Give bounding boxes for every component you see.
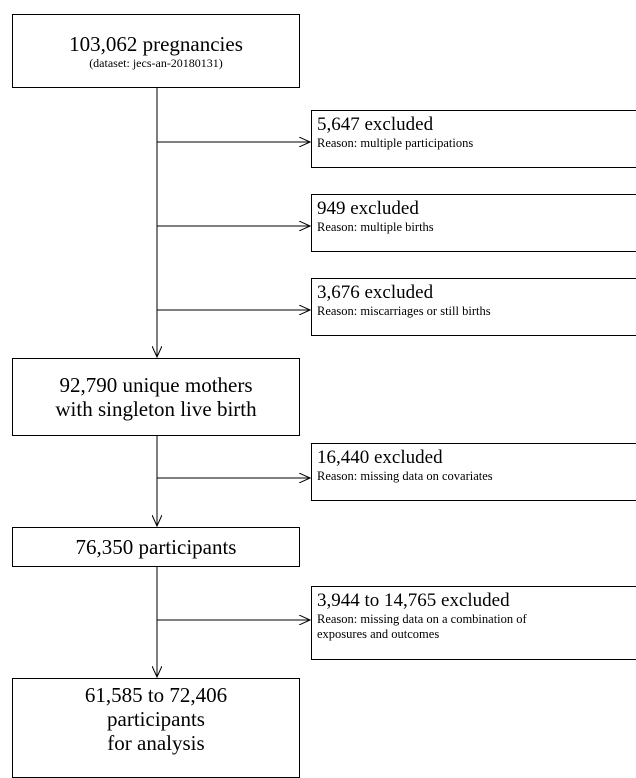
mothers-description: with singleton live birth xyxy=(55,397,257,421)
exclusion-box-3: 3,676 excluded Reason: miscarriages or s… xyxy=(311,278,636,336)
exclusion-box-2: 949 excluded Reason: multiple births xyxy=(311,194,636,252)
exclusion-box-1: 5,647 excluded Reason: multiple particip… xyxy=(311,110,636,168)
exclusion-count: 3,676 excluded xyxy=(317,282,434,303)
participants-count: 76,350 participants xyxy=(75,535,237,559)
mothers-count: 92,790 unique mothers xyxy=(59,373,253,397)
box-analysis: 61,585 to 72,406 participants for analys… xyxy=(12,678,300,778)
exclusion-reason-line2: exposures and outcomes xyxy=(317,627,440,641)
box-pregnancies: 103,062 pregnancies (dataset: jecs-an-20… xyxy=(12,14,300,88)
exclusion-reason: Reason: miscarriages or still births xyxy=(317,304,491,318)
exclusion-count: 16,440 excluded xyxy=(317,447,443,468)
exclusion-reason: Reason: missing data on a combination of xyxy=(317,612,527,626)
exclusion-reason: Reason: multiple participations xyxy=(317,136,474,150)
exclusion-count: 5,647 excluded xyxy=(317,114,434,135)
pregnancies-count: 103,062 pregnancies xyxy=(69,32,243,56)
exclusion-reason: Reason: missing data on covariates xyxy=(317,469,493,483)
box-participants: 76,350 participants xyxy=(12,527,300,567)
dataset-label: (dataset: jecs-an-20180131) xyxy=(89,56,223,70)
exclusion-box-4: 16,440 excluded Reason: missing data on … xyxy=(311,443,636,501)
box-unique-mothers: 92,790 unique mothers with singleton liv… xyxy=(12,358,300,436)
analysis-line2: participants xyxy=(107,707,205,731)
exclusion-reason: Reason: multiple births xyxy=(317,220,434,234)
exclusion-count: 949 excluded xyxy=(317,198,419,219)
analysis-count: 61,585 to 72,406 xyxy=(84,683,228,707)
analysis-line3: for analysis xyxy=(107,731,205,755)
exclusion-box-5: 3,944 to 14,765 excluded Reason: missing… xyxy=(311,586,636,660)
exclusion-count: 3,944 to 14,765 excluded xyxy=(317,590,510,611)
